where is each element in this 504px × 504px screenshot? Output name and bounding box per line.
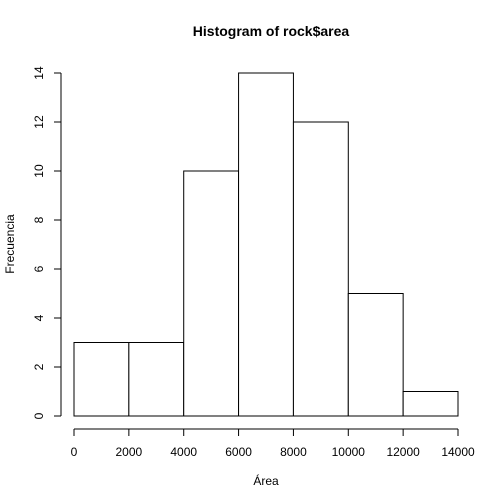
- histogram-bar-4: [292, 121, 349, 417]
- x-tick-label-6: 12000: [386, 445, 420, 459]
- y-tick-label-1: 2: [32, 363, 46, 370]
- x-axis-label: Área: [253, 473, 279, 488]
- y-axis: 0 2 4 6 8 10 12 14: [32, 66, 62, 419]
- x-tick-label-2: 4000: [170, 445, 197, 459]
- x-tick-label-7: 14000: [441, 445, 475, 459]
- y-tick-label-2: 4: [32, 314, 46, 321]
- x-tick-label-0: 0: [71, 445, 78, 459]
- histogram-bar-1: [128, 342, 185, 417]
- histogram-bar-5: [347, 293, 404, 417]
- x-tick-label-3: 6000: [225, 445, 252, 459]
- y-tick-label-0: 0: [32, 412, 46, 419]
- histogram-bar-6: [402, 391, 459, 417]
- histogram-bar-2: [183, 170, 240, 417]
- x-tick-label-4: 8000: [280, 445, 307, 459]
- y-tick-label-7: 14: [32, 66, 46, 80]
- y-tick-label-3: 6: [32, 265, 46, 272]
- bars-group: [73, 72, 459, 417]
- x-axis: 0 2000 4000 6000 8000 10000 12000 14000: [71, 428, 475, 459]
- y-tick-label-6: 12: [32, 115, 46, 129]
- chart-title: Histogram of rock$area: [193, 23, 350, 39]
- x-tick-label-1: 2000: [116, 445, 143, 459]
- x-tick-label-5: 10000: [332, 445, 366, 459]
- y-tick-label-5: 10: [32, 164, 46, 178]
- histogram-bar-0: [73, 342, 130, 417]
- histogram-bar-3: [238, 72, 294, 417]
- y-tick-label-4: 8: [32, 216, 46, 223]
- y-axis-label: Frecuencia: [3, 214, 17, 274]
